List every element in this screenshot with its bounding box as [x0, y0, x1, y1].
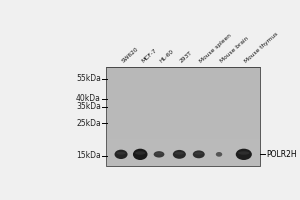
- Text: HL-60: HL-60: [159, 49, 175, 64]
- Bar: [106, 162, 260, 166]
- Ellipse shape: [155, 153, 163, 155]
- Text: 55kDa: 55kDa: [76, 74, 101, 83]
- Ellipse shape: [195, 152, 203, 155]
- Bar: [106, 67, 260, 166]
- Bar: [106, 67, 260, 70]
- Bar: [106, 136, 260, 139]
- Text: Mouse thymus: Mouse thymus: [244, 31, 279, 64]
- Ellipse shape: [193, 150, 205, 158]
- Bar: [106, 80, 260, 84]
- Bar: [106, 120, 260, 123]
- Bar: [106, 110, 260, 113]
- Bar: [106, 146, 260, 149]
- Text: Mouse spleen: Mouse spleen: [199, 33, 232, 64]
- Bar: [106, 116, 260, 120]
- Bar: [106, 103, 260, 107]
- Ellipse shape: [238, 151, 249, 155]
- Bar: [106, 70, 260, 74]
- Ellipse shape: [173, 150, 186, 159]
- Bar: [106, 133, 260, 136]
- Bar: [106, 159, 260, 162]
- Text: 40kDa: 40kDa: [76, 94, 101, 103]
- Bar: [106, 74, 260, 77]
- Text: MCF-7: MCF-7: [140, 48, 157, 64]
- Bar: [106, 156, 260, 159]
- Bar: [106, 87, 260, 90]
- Bar: [106, 143, 260, 146]
- Ellipse shape: [175, 152, 184, 155]
- Bar: [106, 130, 260, 133]
- Bar: [106, 153, 260, 156]
- Ellipse shape: [236, 149, 252, 160]
- Bar: [106, 90, 260, 93]
- Ellipse shape: [133, 149, 148, 160]
- Bar: [106, 123, 260, 126]
- Text: Mouse brain: Mouse brain: [219, 36, 249, 64]
- Ellipse shape: [115, 150, 128, 159]
- Bar: [106, 126, 260, 130]
- Text: 15kDa: 15kDa: [76, 151, 101, 160]
- Bar: [106, 77, 260, 80]
- Text: 293T: 293T: [179, 50, 194, 64]
- Bar: [106, 100, 260, 103]
- Bar: [106, 93, 260, 97]
- Bar: [106, 139, 260, 143]
- Ellipse shape: [216, 152, 222, 157]
- Text: SW620: SW620: [121, 47, 140, 64]
- Bar: [106, 107, 260, 110]
- Bar: [106, 84, 260, 87]
- Text: 35kDa: 35kDa: [76, 102, 101, 111]
- Ellipse shape: [217, 153, 221, 154]
- Text: POLR2H: POLR2H: [266, 150, 297, 159]
- Bar: [106, 97, 260, 100]
- Ellipse shape: [116, 152, 126, 155]
- Text: 25kDa: 25kDa: [76, 119, 101, 128]
- Ellipse shape: [154, 151, 164, 158]
- Bar: [106, 113, 260, 116]
- Bar: [106, 149, 260, 153]
- Ellipse shape: [135, 151, 145, 155]
